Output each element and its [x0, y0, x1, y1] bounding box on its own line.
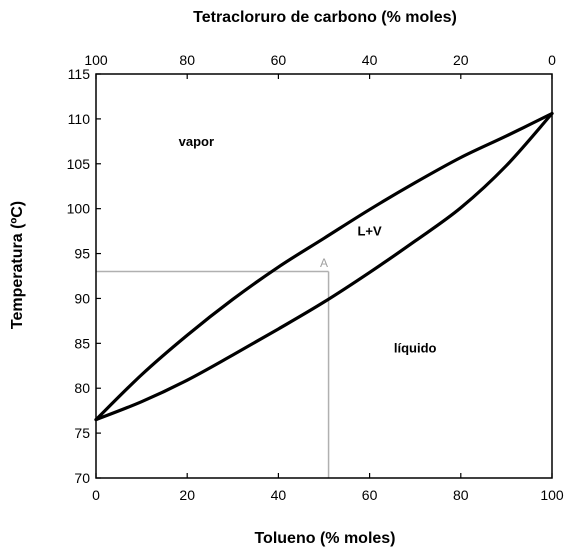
point-a-label: A: [320, 256, 328, 270]
y-tick-label: 85: [74, 335, 90, 351]
x-tick-label: 60: [362, 487, 378, 503]
region-label: líquido: [394, 340, 437, 355]
y-tick-label: 100: [67, 201, 91, 217]
bubble-point-curve: [94, 111, 554, 422]
y-tick-label: 80: [74, 380, 90, 396]
guide-lines: [96, 270, 330, 478]
phase-curves: [94, 111, 554, 422]
top-axis-title: Tetracloruro de carbono (% moles): [193, 9, 457, 26]
region-labels: vapor L+V líquido A: [179, 134, 437, 355]
top-x-tick-label: 0: [548, 52, 556, 68]
y-tick-label: 105: [67, 156, 91, 172]
y-tick-label: 90: [74, 290, 90, 306]
y-tick-label: 70: [74, 470, 90, 486]
top-x-tick-label: 80: [179, 52, 195, 68]
y-axis-title: Temperatura (ºC): [9, 201, 26, 329]
top-x-tick-label: 60: [271, 52, 287, 68]
x-tick-label: 80: [453, 487, 469, 503]
region-label: vapor: [179, 134, 214, 149]
y-tick-label: 75: [74, 425, 90, 441]
plot-frame: [95, 73, 553, 479]
x-tick-label: 0: [92, 487, 100, 503]
x-tick-label: 40: [271, 487, 287, 503]
x-tick-label: 20: [179, 487, 195, 503]
top-x-tick-label: 40: [362, 52, 378, 68]
x-tick-label: 100: [540, 487, 564, 503]
top-x-tick-label: 100: [84, 52, 108, 68]
dew-point-curve: [94, 111, 554, 422]
y-tick-label: 115: [68, 66, 91, 82]
region-label: L+V: [357, 224, 382, 239]
y-tick-label: 95: [74, 246, 90, 262]
y-tick-label: 110: [68, 111, 91, 127]
top-x-tick-label: 20: [453, 52, 469, 68]
bottom-axis-title: Tolueno (% moles): [254, 530, 395, 547]
